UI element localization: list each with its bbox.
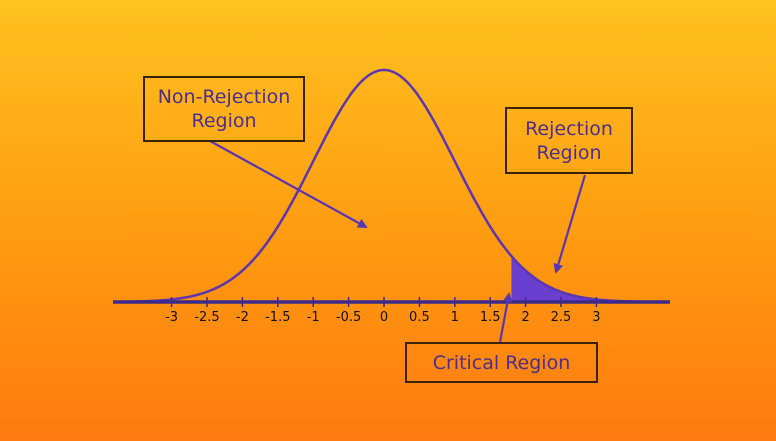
non-rejection-arrow (209, 140, 368, 228)
axis-tick-label: -2.5 (194, 310, 219, 325)
rejection-region-label: Rejection Region (505, 107, 633, 174)
critical-region-arrow (498, 292, 513, 343)
rejection-label-line1: Rejection (525, 117, 613, 140)
rejection-region-shading (511, 256, 668, 302)
axis-tick-label: 2.5 (551, 310, 572, 325)
critical-label-text: Critical Region (432, 351, 571, 374)
axis-tick-label: 2 (521, 310, 529, 325)
axis-ticks: -3 -2.5 -2 -1.5 -1 -0.5 0 0.5 1 1.5 2 2.5 3 (165, 297, 601, 325)
axis-tick-label: -1.5 (265, 310, 290, 325)
axis-tick-label: 0.5 (409, 310, 430, 325)
axis-tick-label: -3 (165, 310, 178, 325)
bell-curve (115, 68, 668, 304)
axis-tick-label: 1.5 (480, 310, 501, 325)
axis-tick-label: -1 (307, 310, 320, 325)
critical-region-label: Critical Region (405, 342, 598, 383)
non-rejection-label-line2: Region (191, 110, 257, 132)
non-rejection-region-label: Non-Rejection Region (143, 76, 305, 142)
axis-tick-label: -2 (236, 310, 249, 325)
axis-tick-label: 3 (592, 310, 600, 325)
rejection-arrow (553, 174, 587, 274)
axis-tick-label: 1 (451, 310, 459, 325)
axis-tick-label: 0 (380, 310, 388, 325)
axis-tick-label: -0.5 (336, 310, 361, 325)
non-rejection-label-line1: Non-Rejection (157, 86, 291, 108)
rejection-label-line2: Region (536, 141, 602, 164)
